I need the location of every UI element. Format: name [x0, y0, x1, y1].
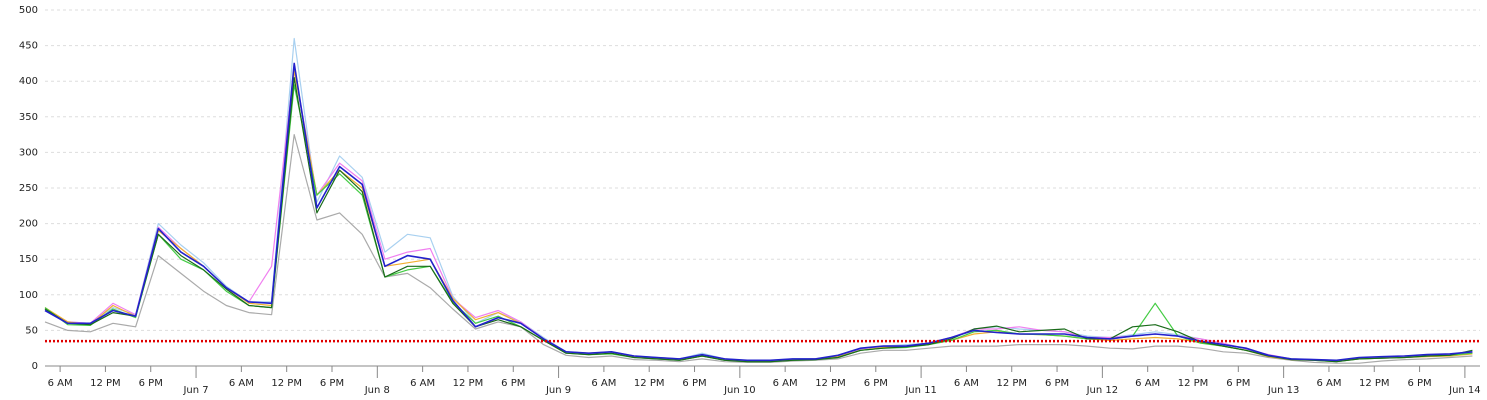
x-tick-label: 6 AM — [229, 378, 254, 389]
x-tick-label: 12 PM — [996, 378, 1027, 389]
y-tick-label: 50 — [25, 325, 38, 336]
x-tick-label: Jun 8 — [364, 385, 390, 396]
x-tick-label: 12 PM — [1359, 378, 1390, 389]
x-tick-label: 6 PM — [139, 378, 163, 389]
x-tick-label: 6 PM — [501, 378, 525, 389]
x-tick-label: 6 AM — [591, 378, 616, 389]
x-tick-label: 6 AM — [48, 378, 73, 389]
x-tick-label: 12 PM — [815, 378, 846, 389]
x-tick-label: 6 AM — [1316, 378, 1341, 389]
x-tick-label: Jun 7 — [182, 385, 208, 396]
x-tick-label: 12 PM — [453, 378, 484, 389]
x-tick-label: 6 AM — [1135, 378, 1160, 389]
series-line — [44, 37, 1473, 361]
x-tick-label: 6 PM — [320, 378, 344, 389]
y-tick-label: 400 — [19, 76, 38, 87]
x-tick-label: Jun 9 — [545, 385, 571, 396]
y-tick-label: 450 — [19, 41, 38, 52]
x-tick-label: 12 PM — [90, 378, 121, 389]
x-tick-label: 6 PM — [1045, 378, 1069, 389]
x-tick-label: 6 AM — [410, 378, 435, 389]
x-tick-label: 6 AM — [954, 378, 979, 389]
x-tick-label: Jun 12 — [1086, 385, 1119, 396]
y-tick-label: 300 — [19, 147, 38, 158]
x-tick-label: 6 PM — [682, 378, 706, 389]
series-line — [44, 134, 1473, 364]
y-tick-label: 0 — [32, 361, 38, 372]
x-tick-label: Jun 14 — [1448, 385, 1481, 396]
x-tick-label: 6 PM — [1226, 378, 1250, 389]
x-tick-label: 12 PM — [271, 378, 302, 389]
x-tick-label: 12 PM — [1178, 378, 1209, 389]
x-tick-label: Jun 13 — [1267, 385, 1300, 396]
x-tick-label: 6 PM — [864, 378, 888, 389]
series-line — [44, 66, 1473, 362]
y-tick-label: 200 — [19, 219, 38, 230]
y-tick-label: 100 — [19, 290, 38, 301]
x-tick-label: Jun 10 — [723, 385, 756, 396]
x-tick-label: 6 PM — [1407, 378, 1431, 389]
x-tick-label: Jun 11 — [904, 385, 937, 396]
y-tick-label: 250 — [19, 183, 38, 194]
x-tick-label: 12 PM — [634, 378, 665, 389]
series-line — [44, 62, 1473, 362]
y-tick-label: 500 — [19, 5, 38, 16]
y-tick-label: 150 — [19, 254, 38, 265]
y-tick-label: 350 — [19, 112, 38, 123]
x-tick-label: 6 AM — [773, 378, 798, 389]
series-line — [44, 77, 1473, 363]
series-line — [44, 69, 1473, 362]
